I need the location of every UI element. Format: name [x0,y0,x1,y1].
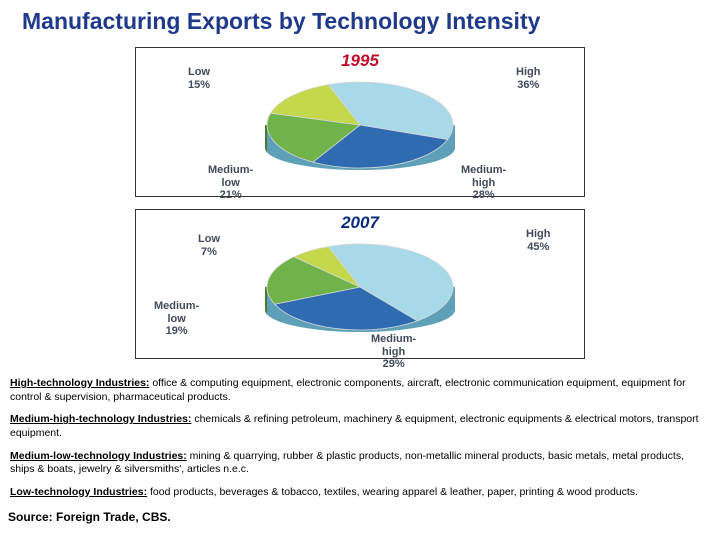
slice-callout: High36% [516,66,540,91]
charts-container: 1995High36%Medium-high28%Medium-low21%Lo… [0,47,720,359]
slice-callout: Medium-high29% [371,333,416,371]
slice-percent: 15% [188,79,210,92]
note-line: Low-technology Industries: food products… [10,486,706,500]
pie-top [265,242,455,332]
note-line: Medium-low-technology Industries: mining… [10,450,706,477]
slice-label: High [526,228,550,241]
slice-label: High [516,66,540,79]
note-line: Medium-high-technology Industries: chemi… [10,413,706,440]
slice-percent: 36% [516,79,540,92]
slice-callout: Low7% [198,233,220,258]
pie-top [265,80,455,170]
note-lead: Medium-high-technology Industries: [10,413,191,425]
chart-panel-1995: 1995High36%Medium-high28%Medium-low21%Lo… [135,47,585,197]
slice-label: Medium-high [371,333,416,358]
note-body: food products, beverages & tobacco, text… [147,486,638,498]
slice-percent: 7% [198,246,220,259]
notes-block: High-technology Industries: office & com… [0,371,720,499]
chart-panel-2007: 2007High45%Medium-high29%Medium-low19%Lo… [135,209,585,359]
slice-label: Medium-low [208,164,253,189]
slice-percent: 45% [526,241,550,254]
slice-label: Low [188,66,210,79]
slice-label: Low [198,233,220,246]
note-lead: Medium-low-technology Industries: [10,450,187,462]
slice-percent: 28% [461,189,506,202]
slice-percent: 19% [154,325,199,338]
slice-percent: 29% [371,358,416,371]
slice-label: Medium-high [461,164,506,189]
slice-callout: Medium-low19% [154,300,199,338]
source-line: Source: Foreign Trade, CBS. [0,508,720,524]
page-title: Manufacturing Exports by Technology Inte… [0,0,720,39]
slice-percent: 21% [208,189,253,202]
pie-chart [265,80,455,175]
slice-callout: Medium-high28% [461,164,506,202]
note-lead: Low-technology Industries: [10,486,147,498]
chart-year-label: 2007 [341,213,379,233]
slice-callout: High45% [526,228,550,253]
slice-callout: Low15% [188,66,210,91]
note-lead: High-technology Industries: [10,377,149,389]
slice-label: Medium-low [154,300,199,325]
chart-year-label: 1995 [341,51,379,71]
slice-callout: Medium-low21% [208,164,253,202]
note-line: High-technology Industries: office & com… [10,377,706,404]
pie-chart [265,242,455,337]
